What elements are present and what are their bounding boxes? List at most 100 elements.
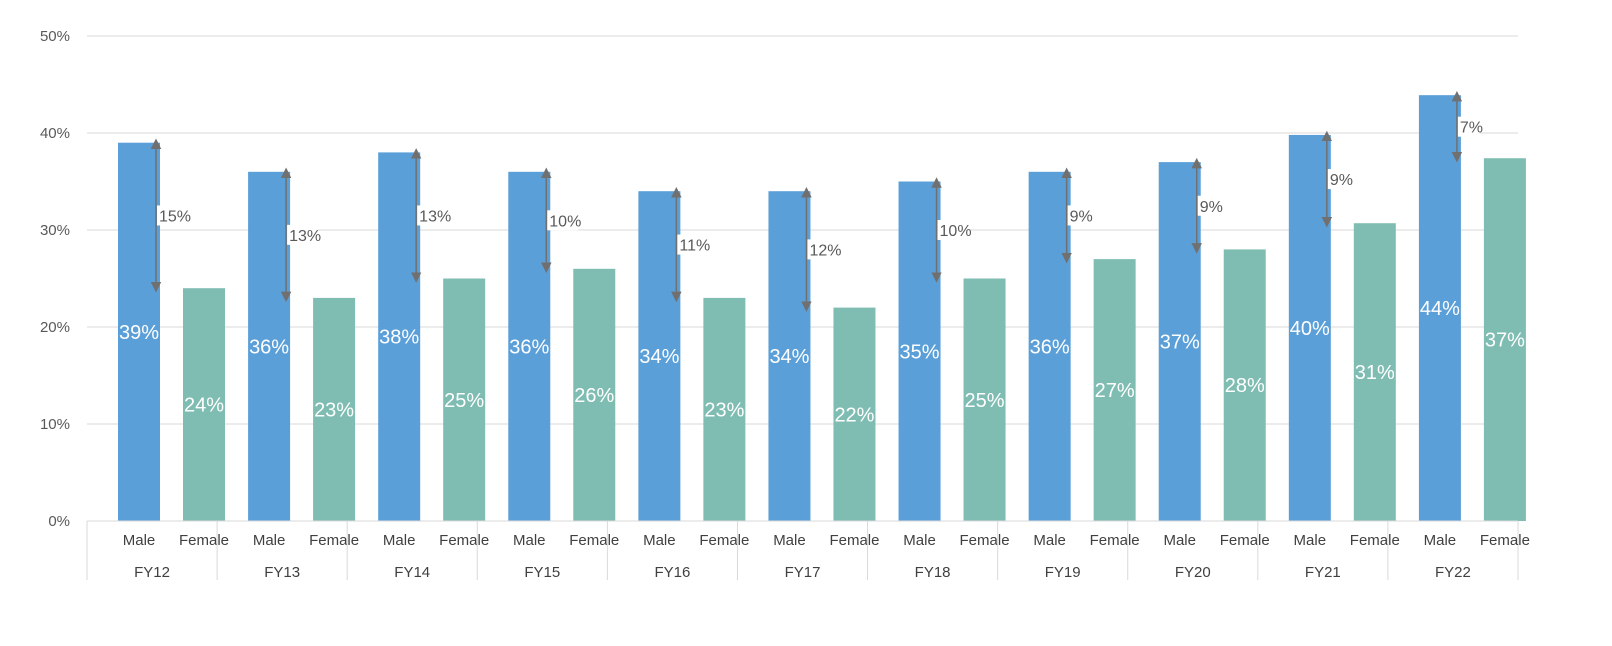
bars	[118, 95, 1526, 522]
bar-label-male: 37%	[1160, 332, 1200, 354]
x-group-label: FY15	[524, 564, 560, 581]
x-group-label: FY22	[1435, 564, 1471, 581]
x-category-label-male: Male	[903, 532, 936, 549]
bar-female	[1353, 223, 1396, 521]
gap-label: 11%	[679, 238, 710, 255]
bar-label-male: 36%	[1030, 336, 1070, 358]
x-category-label-male: Male	[643, 532, 676, 549]
x-group-label: FY14	[394, 564, 430, 581]
y-tick-label: 20%	[40, 319, 70, 336]
gap-label: 12%	[809, 242, 841, 259]
bar-female	[183, 288, 225, 521]
y-tick-label: 40%	[40, 125, 70, 142]
bar-female	[1483, 158, 1526, 521]
bar-female	[443, 278, 486, 521]
gap-label: 7%	[1460, 120, 1483, 137]
data-labels: 39% 24% 15% 36% 23% 13% 38% 25% 13% 36% 26% 10% 34% 2…	[119, 120, 1525, 427]
y-tick-label: 10%	[40, 416, 70, 433]
x-category-label-female: Female	[960, 532, 1010, 549]
x-category-label-male: Male	[253, 532, 286, 549]
bar-label-female: 24%	[184, 395, 224, 417]
x-category-label-male: Male	[513, 532, 546, 549]
gap-label-background	[1197, 195, 1220, 216]
x-category-label-male: Male	[1163, 532, 1196, 549]
bar-female	[1223, 249, 1266, 521]
x-category-label-female: Female	[439, 532, 489, 549]
bar-label-female: 25%	[444, 390, 484, 412]
x-group-label: FY18	[915, 564, 951, 581]
bar-male	[1418, 95, 1461, 522]
y-axis-ticks: 0% 10% 20% 30% 40% 50%	[40, 28, 70, 530]
x-axis: Male Female FY12 Male Female FY13 Male Female FY…	[86, 520, 1530, 581]
gap-label-background	[1457, 116, 1480, 137]
gap-label-background	[1327, 169, 1350, 190]
bar-female	[1093, 259, 1136, 521]
x-category-label-female: Female	[1480, 532, 1530, 549]
bar-label-male: 34%	[769, 346, 809, 368]
gap-label-background	[1067, 205, 1090, 226]
bar-female	[833, 307, 876, 521]
x-category-label-male: Male	[1033, 532, 1066, 549]
x-group-label: FY19	[1045, 564, 1081, 581]
bar-label-female: 26%	[574, 385, 614, 407]
gap-label: 10%	[549, 213, 581, 230]
x-category-label-female: Female	[829, 532, 879, 549]
x-group-label: FY13	[264, 564, 300, 581]
gap-label: 9%	[1070, 208, 1093, 225]
y-tick-label: 0%	[48, 513, 70, 530]
gap-label-background	[417, 205, 449, 226]
x-group-label: FY12	[134, 564, 170, 581]
y-tick-label: 50%	[40, 28, 70, 45]
gap-label-background	[807, 239, 839, 260]
bar-female	[963, 278, 1006, 521]
bar-label-male: 44%	[1420, 298, 1460, 320]
bar-female	[573, 268, 616, 521]
bar-label-male: 40%	[1290, 318, 1330, 340]
gap-label: 9%	[1330, 172, 1353, 189]
gap-label-background	[287, 224, 319, 245]
x-category-label-male: Male	[1294, 532, 1327, 549]
gap-label: 13%	[289, 228, 321, 245]
bar-label-female: 25%	[965, 390, 1005, 412]
bar-label-male: 38%	[379, 327, 419, 349]
x-category-label-male: Male	[1424, 532, 1457, 549]
gap-label: 9%	[1200, 199, 1223, 216]
gap-label: 15%	[159, 208, 191, 225]
bar-label-female: 23%	[704, 399, 744, 421]
x-category-label-female: Female	[309, 532, 359, 549]
bar-label-male: 34%	[639, 346, 679, 368]
x-category-label-female: Female	[179, 532, 229, 549]
gap-label-background	[677, 234, 709, 255]
gap-label: 10%	[940, 223, 972, 240]
gap-label-background	[937, 220, 969, 240]
bar-female	[703, 297, 746, 521]
bar-label-female: 22%	[834, 404, 874, 426]
x-category-label-female: Female	[569, 532, 619, 549]
x-category-label-female: Female	[1350, 532, 1400, 549]
x-category-label-female: Female	[1220, 532, 1270, 549]
bar-label-female: 31%	[1355, 362, 1395, 384]
x-group-label: FY20	[1175, 564, 1211, 581]
x-category-label-male: Male	[383, 532, 416, 549]
gap-label-background	[157, 205, 188, 226]
x-category-label-male: Male	[123, 532, 156, 549]
bar-label-male: 39%	[119, 322, 159, 344]
bar-label-female: 28%	[1225, 375, 1265, 397]
gap-label-background	[547, 210, 579, 231]
bar-label-male: 36%	[249, 336, 289, 358]
bar-label-female: 37%	[1485, 330, 1525, 352]
gap-label: 13%	[419, 208, 451, 225]
y-tick-label: 30%	[40, 222, 70, 239]
x-group-label: FY17	[785, 564, 821, 581]
x-group-label: FY21	[1305, 564, 1341, 581]
bar-label-female: 27%	[1095, 380, 1135, 402]
x-category-label-male: Male	[773, 532, 806, 549]
x-group-label: FY16	[654, 564, 690, 581]
x-category-label-female: Female	[1090, 532, 1140, 549]
bar-label-male: 36%	[509, 336, 549, 358]
x-category-label-female: Female	[699, 532, 749, 549]
gap-arrows	[150, 90, 1480, 312]
bar-label-male: 35%	[900, 341, 940, 363]
bar-label-female: 23%	[314, 399, 354, 421]
